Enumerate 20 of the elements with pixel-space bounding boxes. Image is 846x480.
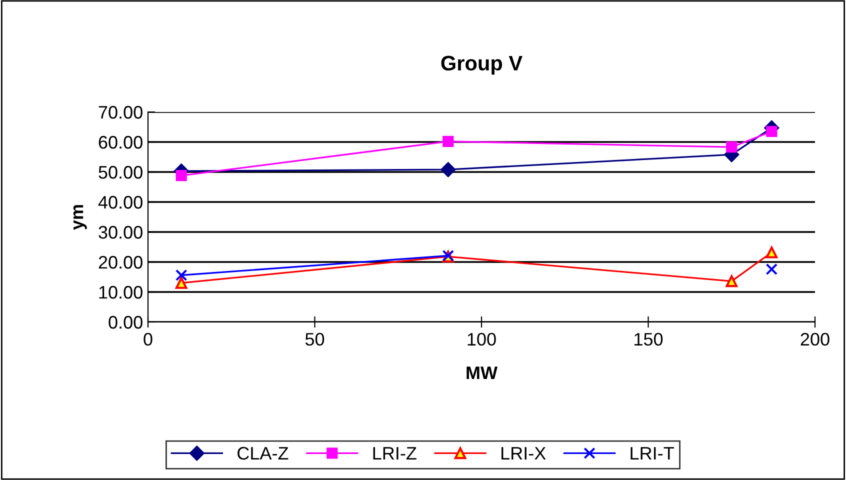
y-tick-label: 10.00 — [99, 286, 142, 299]
x-tick-label: 100 — [468, 332, 496, 346]
x-axis-title: MW — [466, 366, 498, 379]
x-tick-label: 50 — [305, 332, 324, 346]
y-tick-label: 40.00 — [98, 196, 142, 209]
y-tick-label: 30.00 — [98, 226, 142, 239]
chart-title: Group V — [441, 56, 522, 75]
legend-label: CLA-Z — [238, 446, 288, 460]
y-tick-label: 0.00 — [108, 316, 142, 329]
legend-label: LRI-T — [630, 447, 674, 460]
y-tick-label: 20.00 — [98, 256, 142, 269]
y-axis-title: ym — [73, 205, 87, 230]
y-tick-label: 50.00 — [98, 166, 142, 179]
x-tick-label: 150 — [634, 332, 663, 346]
x-tick-label: 0 — [144, 332, 152, 346]
legend-label: LRI-Z — [373, 447, 416, 460]
y-tick-label: 60.00 — [98, 136, 142, 149]
y-tick-label: 70.00 — [98, 106, 142, 119]
legend-label: LRI-X — [502, 447, 546, 460]
x-tick-label: 200 — [800, 332, 830, 346]
